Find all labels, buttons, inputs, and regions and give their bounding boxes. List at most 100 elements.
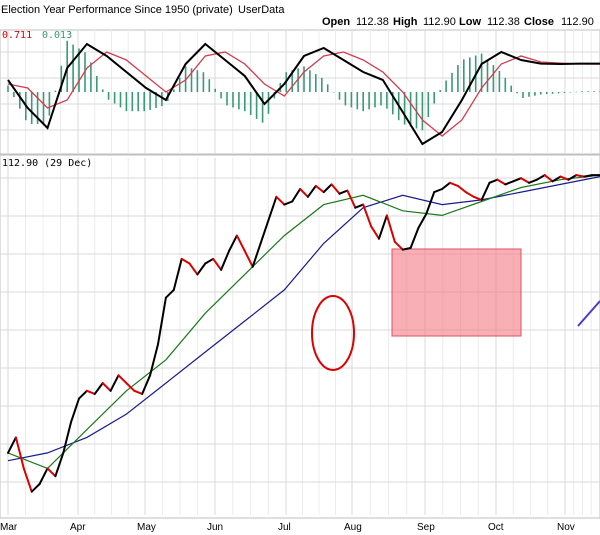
x-tick-label: Aug: [344, 522, 362, 533]
macd-histogram-bar: [563, 92, 566, 93]
highlight-box: [391, 248, 522, 337]
price-segment: [243, 250, 254, 268]
price-label: 112.90 (29 Dec): [2, 158, 92, 169]
macd-histogram-bar: [125, 92, 128, 112]
price-segment: [38, 467, 49, 485]
macd-histogram-bar: [403, 92, 406, 125]
macd-histogram-bar: [421, 92, 424, 131]
price-segment: [583, 174, 594, 178]
price-segment: [417, 212, 428, 229]
macd-histogram-bar: [101, 89, 104, 92]
price-segment: [172, 257, 183, 291]
macd-histogram-bar: [469, 57, 471, 92]
macd-histogram-bar: [498, 70, 501, 92]
macd-histogram-bar: [551, 92, 554, 94]
price-segment: [164, 288, 175, 299]
trendline: [577, 300, 600, 327]
macd-histogram-bar: [445, 80, 447, 92]
open-label: Open: [322, 16, 350, 28]
macd-histogram-bar: [202, 72, 205, 92]
price-segment: [101, 382, 112, 392]
price-segment: [85, 389, 96, 395]
macd-signal-line: [7, 51, 600, 137]
open-value: 112.38: [356, 16, 389, 28]
price-segment: [354, 203, 365, 209]
macd-histogram-bar: [368, 92, 370, 110]
price-segment: [235, 234, 246, 253]
price-segment: [220, 250, 230, 271]
price-segment: [93, 382, 104, 395]
price-segment: [251, 242, 262, 268]
macd-histogram-bar: [226, 92, 228, 106]
price-segment: [125, 382, 136, 392]
price-segment: [228, 234, 238, 253]
macd-histogram-bar: [362, 92, 364, 112]
price-segment: [346, 189, 357, 209]
macd-histogram-bar: [13, 92, 15, 98]
macd-histogram-bar: [7, 85, 9, 92]
macd-histogram-bar: [433, 92, 435, 104]
macd-readout-line: 0.711: [2, 30, 32, 41]
price-segment: [559, 175, 570, 181]
macd-histogram-bar: [96, 76, 98, 92]
chart-source: UserData: [238, 4, 285, 16]
macd-histogram-bar: [545, 92, 548, 95]
macd-histogram-bar: [119, 92, 122, 108]
price-grid: [0, 158, 600, 515]
macd-histogram-bar: [214, 88, 216, 92]
price-segment: [393, 240, 404, 251]
macd-histogram-bar: [504, 77, 507, 92]
macd-histogram-bar: [326, 84, 329, 92]
macd-histogram-bar: [143, 92, 145, 112]
price-segment: [433, 188, 444, 194]
price-segment: [480, 181, 491, 201]
macd-histogram-bar: [90, 62, 92, 92]
x-axis: Mar Apr May Jun Jul Aug Sep Oct Nov: [0, 522, 575, 533]
macd-histogram-bar: [66, 40, 68, 92]
price-segment: [535, 174, 546, 181]
macd-histogram-bar: [78, 48, 80, 92]
macd-histogram-bar: [131, 92, 134, 112]
highlight-circle: [311, 295, 355, 371]
macd-histogram-bar: [190, 68, 193, 92]
macd-histogram-bar: [238, 92, 240, 110]
macd-histogram-bar: [409, 92, 412, 127]
macd-histogram-bar: [557, 92, 560, 94]
macd-readout-signal: 0.013: [42, 30, 72, 41]
x-tick-label: Jun: [207, 522, 223, 533]
price-segment: [378, 214, 388, 240]
price-segment: [322, 183, 333, 194]
macd-histogram-bar: [19, 92, 21, 109]
price-segment: [188, 262, 199, 276]
price-segment: [196, 262, 207, 276]
price-segment: [267, 195, 278, 222]
macd-histogram-bar: [332, 92, 335, 93]
price-line: [7, 174, 600, 493]
price-segment: [62, 420, 73, 454]
x-tick-label: Mar: [0, 522, 18, 533]
macd-histogram-bar: [374, 92, 376, 108]
price-segment: [157, 296, 167, 346]
macd-histogram-bar: [137, 92, 139, 112]
macd-histogram-bar: [569, 92, 572, 93]
price-segment: [149, 343, 159, 377]
price-segment: [204, 257, 215, 265]
price-segment: [70, 397, 80, 423]
price-segment: [291, 188, 302, 203]
price-segment: [180, 257, 191, 265]
price-segment: [385, 214, 396, 243]
macd-histogram-bar: [42, 92, 45, 124]
macd-histogram-bar: [338, 92, 341, 100]
macd-histogram-bar: [36, 92, 39, 124]
price-segment: [401, 247, 412, 251]
macd-histogram-bar: [451, 72, 453, 92]
price-segment: [54, 451, 65, 478]
price-segment: [141, 374, 152, 395]
macd-histogram-bar: [72, 44, 74, 92]
price-segment: [109, 374, 120, 392]
macd-histogram-bar: [486, 59, 489, 92]
chart-title: Election Year Performance Since 1950 (pr…: [1, 4, 233, 16]
macd-histogram-bar: [350, 92, 353, 108]
macd-histogram-bar: [149, 92, 151, 110]
